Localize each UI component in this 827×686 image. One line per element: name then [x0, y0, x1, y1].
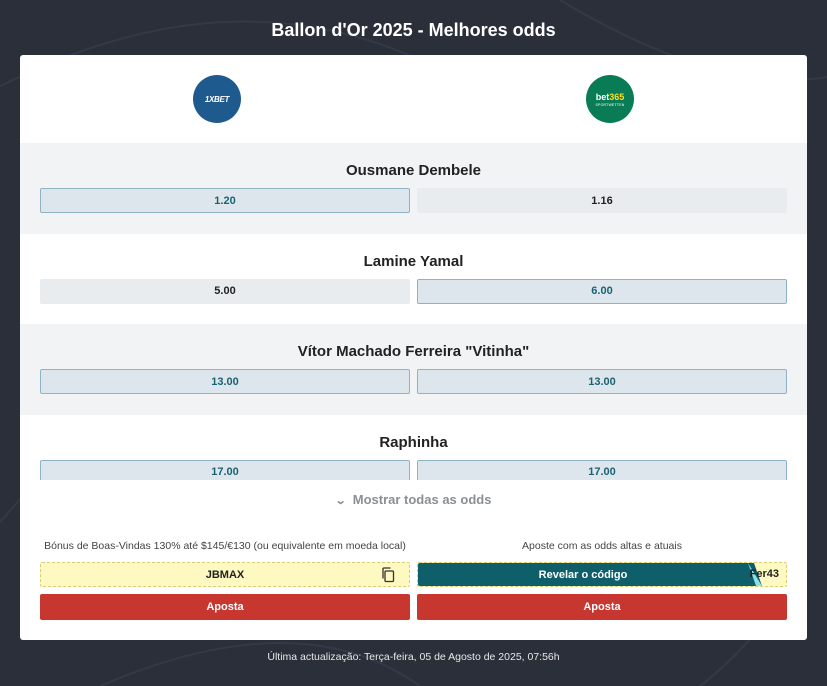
show-all-odds-button[interactable]: ⌄ Mostrar todas as odds	[20, 492, 807, 507]
logo-text: 1XBET	[204, 94, 230, 104]
player-name: Lamine Yamal	[363, 252, 464, 270]
odds-card: 1XBET bet365 SPORTWETTEN Ousmane Dembele…	[20, 55, 807, 640]
promo-code: Fer43	[749, 568, 779, 580]
odd-button-bet365[interactable]: 6.00	[417, 278, 787, 304]
odd-button-1xbet[interactable]: 17.00	[40, 459, 410, 480]
bookmaker-logo-bet365[interactable]: bet365 SPORTWETTEN	[586, 75, 634, 123]
player-name: Ousmane Dembele	[345, 162, 482, 179]
player-row: Raphinha 17.00 17.00	[20, 415, 807, 480]
odd-button-1xbet[interactable]: 1.20	[40, 188, 410, 213]
odd-button-bet365[interactable]: 1.16	[417, 188, 787, 213]
last-update: Última actualização: Terça-feira, 05 de …	[267, 651, 560, 663]
bet-button-1xbet[interactable]: Aposta	[40, 594, 410, 620]
player-name: Vítor Machado Ferreira "Vitinha"	[297, 343, 530, 360]
bonus-section: Bónus de Boas-Vindas 130% até $145/€130 …	[40, 539, 787, 620]
bonus-description: Aposte com as odds altas e atuais	[522, 540, 682, 552]
player-row: Vítor Machado Ferreira "Vitinha" 13.00 1…	[20, 324, 807, 415]
bonus-description: Bónus de Boas-Vindas 130% até $145/€130 …	[44, 540, 406, 552]
peel-corner-icon	[746, 563, 762, 586]
odd-button-1xbet[interactable]: 13.00	[40, 369, 410, 394]
player-row: Lamine Yamal 5.00 6.00	[20, 234, 807, 325]
bonus-1xbet: Bónus de Boas-Vindas 130% até $145/€130 …	[40, 539, 410, 620]
odds-table: Ousmane Dembele 1.20 1.16 Lamine Yamal 5…	[20, 143, 807, 480]
chevron-down-icon: ⌄	[334, 495, 347, 507]
page-title: Ballon d'Or 2025 - Melhores odds	[271, 20, 556, 40]
odd-button-bet365[interactable]: 17.00	[417, 459, 787, 480]
bonus-bet365: Aposte com as odds altas e atuais Revela…	[417, 539, 787, 620]
copy-icon[interactable]	[381, 567, 395, 583]
odd-button-bet365[interactable]: 13.00	[417, 369, 787, 394]
bookmaker-logo-1xbet[interactable]: 1XBET	[193, 75, 241, 123]
odd-button-1xbet[interactable]: 5.00	[40, 278, 410, 304]
bookmaker-logos: 1XBET bet365 SPORTWETTEN	[20, 55, 807, 143]
logo-subtext: SPORTWETTEN	[595, 102, 625, 107]
show-all-label: Mostrar todas as odds	[352, 492, 492, 507]
bet-button-bet365[interactable]: Aposta	[417, 594, 787, 620]
promo-code: JBMAX	[205, 568, 245, 581]
logo-text: bet365	[595, 91, 625, 102]
reveal-code-button[interactable]: Revelar o código	[418, 563, 748, 586]
player-name: Raphinha	[379, 433, 448, 451]
promo-code-box[interactable]: JBMAX	[40, 562, 410, 587]
player-row: Ousmane Dembele 1.20 1.16	[20, 143, 807, 234]
reveal-code-box[interactable]: Revelar o código Fer43	[417, 562, 787, 587]
